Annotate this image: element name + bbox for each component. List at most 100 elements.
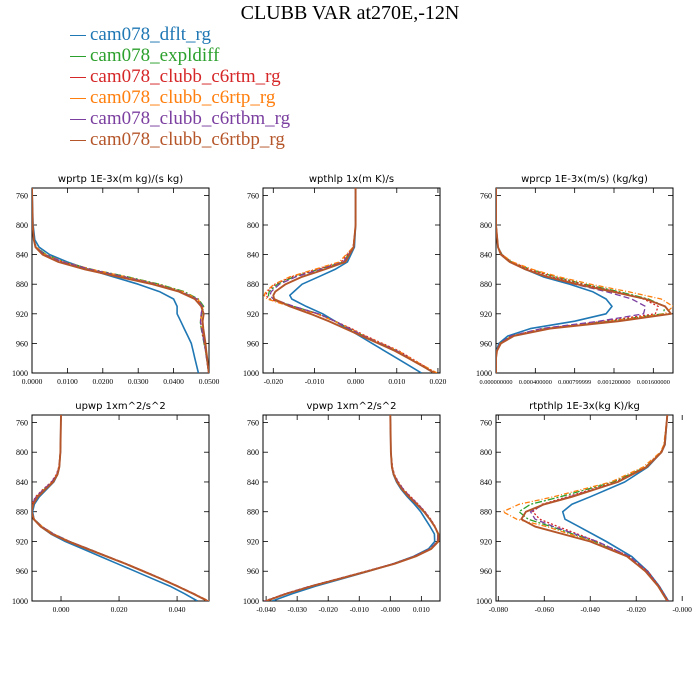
panel-title: wpthlp 1x(m K)/s xyxy=(309,174,394,185)
series-line xyxy=(32,415,208,601)
legend-line xyxy=(70,77,86,78)
x-tick-label: 0.010 xyxy=(413,605,430,614)
y-tick-label: 1000 xyxy=(476,369,492,378)
y-tick-label: 800 xyxy=(480,221,492,230)
series-line xyxy=(496,188,666,373)
y-tick-label: 880 xyxy=(16,280,28,289)
series-line xyxy=(264,415,439,601)
y-tick-label: 960 xyxy=(480,567,492,576)
series-line xyxy=(32,188,209,373)
x-tick-label: 0.0300 xyxy=(128,377,149,386)
plot-frame xyxy=(495,414,674,602)
x-tick-label: -0.030 xyxy=(287,605,307,614)
y-tick-label: 920 xyxy=(480,537,492,546)
x-tick-label: 0.000000000 xyxy=(479,379,512,386)
panel-title: rtpthlp 1E-3x(kg K)/kg xyxy=(529,401,640,412)
x-tick-label: -0.000 xyxy=(673,605,693,614)
series-line xyxy=(561,415,670,601)
plot-frame xyxy=(495,187,674,374)
y-tick-label: 880 xyxy=(480,508,492,517)
series-line xyxy=(496,188,673,373)
x-tick-label: -0.060 xyxy=(535,605,555,614)
x-tick-label: 0.020 xyxy=(430,377,447,386)
series-line xyxy=(32,415,208,601)
y-tick-label: 920 xyxy=(247,537,259,546)
y-tick-label: 840 xyxy=(16,251,28,260)
legend-line xyxy=(70,98,86,99)
y-tick-label: 840 xyxy=(480,251,492,260)
y-tick-label: 960 xyxy=(247,339,259,348)
y-tick-label: 920 xyxy=(247,310,259,319)
series-line xyxy=(265,415,440,601)
series-line xyxy=(32,415,209,601)
legend-line xyxy=(70,35,86,36)
plot-frame xyxy=(31,187,210,374)
panel-title: wprtp 1E-3x(m kg)/(s kg) xyxy=(58,174,183,185)
series-line xyxy=(32,188,209,373)
x-tick-label: 0.000 xyxy=(53,605,70,614)
y-tick-label: 920 xyxy=(16,310,28,319)
x-tick-label: -0.040 xyxy=(581,605,601,614)
series-line xyxy=(265,415,439,601)
x-tick-label: 0.0200 xyxy=(92,377,113,386)
y-tick-label: 800 xyxy=(16,221,28,230)
series-line xyxy=(32,188,209,373)
y-tick-label: 1000 xyxy=(12,597,28,606)
series-line xyxy=(518,415,668,601)
series-line xyxy=(32,415,209,601)
panel-title: upwp 1xm^2/s^2 xyxy=(75,401,165,412)
panel-title: vpwp 1xm^2/s^2 xyxy=(306,401,396,412)
series-line xyxy=(263,188,438,373)
x-tick-label: 0.001200000 xyxy=(597,379,630,386)
series-line xyxy=(32,188,200,373)
y-tick-label: 880 xyxy=(480,280,492,289)
x-tick-label: 0.001600000 xyxy=(637,379,670,386)
chart-panel: wpthlp 1x(m K)/s 760 800 840 880 920 960 1000 -0… xyxy=(243,174,447,386)
y-tick-label: 1000 xyxy=(476,597,492,606)
legend-label: cam078_clubb_c6rtbp_rg xyxy=(90,129,285,150)
legend-line xyxy=(70,119,86,120)
y-tick-label: 920 xyxy=(16,537,28,546)
series-line xyxy=(496,188,613,373)
y-tick-label: 880 xyxy=(247,280,259,289)
y-tick-label: 760 xyxy=(247,418,259,427)
legend-line xyxy=(70,56,86,57)
x-tick-label: -0.080 xyxy=(489,605,509,614)
x-tick-label: 0.000799999 xyxy=(558,379,591,386)
x-tick-label: 0.010 xyxy=(388,377,405,386)
y-tick-label: 1000 xyxy=(243,597,259,606)
y-tick-label: 840 xyxy=(16,478,28,487)
legend-label: cam078_dflt_rg xyxy=(90,24,212,45)
plot-frame xyxy=(262,414,441,602)
x-tick-label: 0.0100 xyxy=(57,377,78,386)
x-tick-label: -0.040 xyxy=(256,605,276,614)
series-line xyxy=(265,415,439,601)
legend-label: cam078_clubb_c6rtbm_rg xyxy=(90,108,291,129)
y-tick-label: 960 xyxy=(480,339,492,348)
series-line xyxy=(32,188,209,373)
x-tick-label: -0.000 xyxy=(381,605,401,614)
y-tick-label: 760 xyxy=(480,191,492,200)
x-tick-label: -0.020 xyxy=(627,605,647,614)
y-tick-label: 800 xyxy=(480,448,492,457)
series-line xyxy=(272,188,436,373)
x-tick-label: 0.000400000 xyxy=(519,379,552,386)
y-tick-label: 760 xyxy=(247,191,259,200)
x-tick-label: 0.020 xyxy=(111,605,128,614)
y-tick-label: 960 xyxy=(16,339,28,348)
series-line xyxy=(32,415,198,601)
chart-panel: vpwp 1xm^2/s^27608008408809209601000-0.0… xyxy=(243,401,441,614)
legend-label: cam078_clubb_c6rtm_rg xyxy=(90,66,281,87)
x-tick-label: -0.020 xyxy=(319,605,339,614)
legend-label: cam078_expldiff xyxy=(90,45,220,66)
figure-title: CLUBB VAR at270E,-12N xyxy=(240,2,460,24)
y-tick-label: 800 xyxy=(16,448,28,457)
y-tick-label: 880 xyxy=(16,508,28,517)
x-tick-label: -0.010 xyxy=(305,377,325,386)
chart-panel: wprtp 1E-3x(m kg)/(s kg) 760 800 840 880 920 9… xyxy=(12,174,220,386)
series-line xyxy=(32,415,209,601)
legend-line xyxy=(70,140,86,141)
series-line xyxy=(520,415,669,601)
y-tick-label: 880 xyxy=(247,508,259,517)
x-tick-label: 0.040 xyxy=(169,605,186,614)
